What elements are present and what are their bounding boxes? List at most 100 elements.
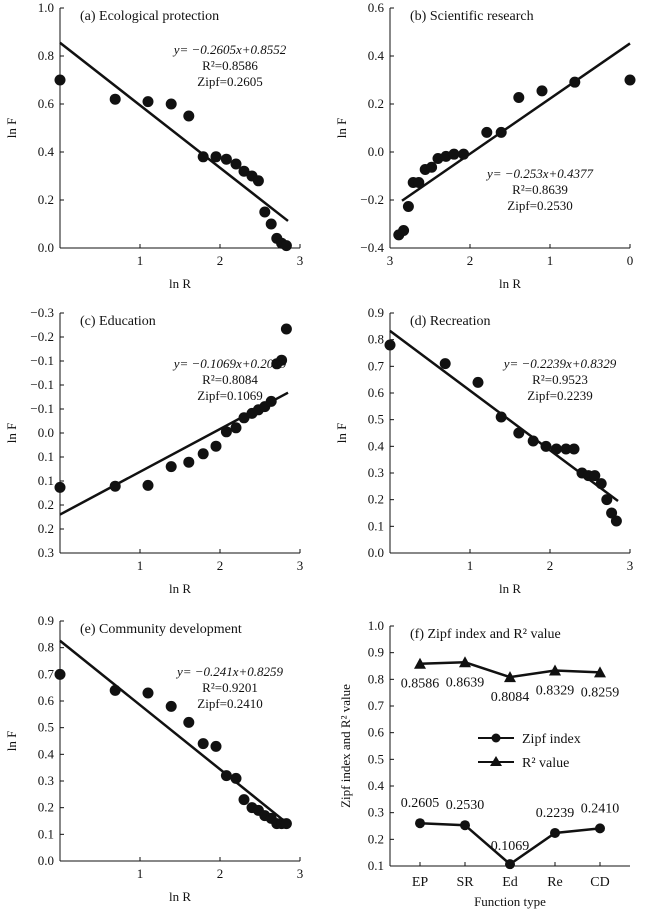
panel-title: (f) Zipf index and R² value — [410, 627, 561, 642]
y-tick-label: 0.8 — [38, 48, 54, 63]
data-point — [513, 91, 525, 103]
data-point — [413, 177, 425, 189]
data-point — [252, 175, 264, 187]
y-tick-label: 0.4 — [368, 438, 385, 453]
x-axis-label: ln R — [499, 581, 521, 596]
y-tick-label: 0.3 — [38, 545, 54, 560]
data-point — [504, 671, 516, 683]
x-tick-label: 2 — [217, 558, 224, 573]
y-tick-label: 0.3 — [38, 773, 54, 788]
data-label: 0.2410 — [581, 801, 620, 816]
data-point — [472, 376, 484, 388]
data-point — [210, 740, 222, 752]
data-point — [183, 456, 195, 468]
data-point — [560, 443, 572, 455]
data-label: 0.8586 — [401, 677, 440, 692]
data-point — [238, 165, 250, 177]
data-point — [606, 507, 618, 519]
x-tick-label: SR — [456, 875, 474, 890]
y-tick-label: 0.3 — [368, 805, 384, 820]
legend-marker — [490, 756, 502, 766]
y-tick-label: −0.1 — [30, 401, 54, 416]
data-label: 0.2530 — [446, 798, 485, 813]
data-point — [495, 411, 507, 423]
x-tick-label: 0 — [627, 253, 634, 268]
y-tick-label: 0.0 — [38, 425, 54, 440]
y-tick-label: 0.0 — [38, 240, 54, 255]
data-point — [280, 240, 292, 252]
data-point — [426, 161, 438, 173]
y-tick-label: 0.0 — [38, 853, 54, 868]
data-point — [142, 687, 154, 699]
y-axis-label: ln F — [334, 423, 349, 444]
x-tick-label: Ed — [502, 875, 518, 890]
data-point — [142, 479, 154, 491]
fit-annotation: Zipf=0.1069 — [197, 388, 262, 403]
fit-annotation: R²=0.9201 — [202, 680, 258, 695]
y-tick-label: 0.9 — [368, 305, 384, 320]
data-point — [398, 225, 410, 237]
data-point — [265, 395, 277, 407]
fit-annotation: Zipf=0.2239 — [527, 388, 592, 403]
panel-title: (c) Education — [80, 314, 156, 329]
x-tick-label: 2 — [217, 253, 224, 268]
panel-d: (d) Recreation 0.0 0.1 0.2 0.3 0.4 0.5 0.6 0.7 0.… — [334, 305, 633, 596]
data-point — [230, 422, 242, 434]
fit-line — [59, 41, 289, 222]
data-point — [458, 148, 470, 160]
data-label: 0.2605 — [401, 796, 440, 811]
y-tick-label: 0.8 — [368, 332, 384, 347]
data-point — [265, 218, 277, 230]
data-point — [549, 664, 561, 676]
panel-a: (a) Ecological protection 0.0 0.2 0.4 0.6 0.8… — [4, 0, 303, 291]
panel-b: (b) Scientific research −0.4 −0.2 0.0 0.2 0.4… — [334, 0, 636, 291]
fit-line — [59, 639, 289, 825]
legend-label: R² value — [522, 756, 569, 771]
fit-annotation: y= −0.1069x+0.2039 — [172, 356, 287, 371]
x-tick-label: 3 — [627, 558, 634, 573]
y-tick-label: 0.4 — [38, 144, 55, 159]
data-label: 0.1069 — [491, 839, 530, 854]
data-point — [568, 443, 580, 455]
fit-annotation: y= −0.2239x+0.8329 — [502, 356, 617, 371]
data-point — [220, 426, 232, 438]
data-point — [513, 427, 525, 439]
data-point — [109, 480, 121, 492]
data-point — [459, 656, 471, 668]
data-point — [54, 74, 66, 86]
data-point — [197, 738, 209, 750]
data-label: 0.8084 — [491, 690, 530, 705]
y-tick-label: 0.7 — [368, 698, 385, 713]
y-tick-label: 0.5 — [368, 412, 384, 427]
x-axis-label: ln R — [169, 889, 191, 904]
y-tick-label: −0.3 — [30, 305, 54, 320]
y-tick-label: −0.2 — [30, 329, 54, 344]
data-point — [230, 772, 242, 784]
data-point — [384, 339, 396, 351]
data-point — [230, 158, 242, 170]
panel-e: (e) Community development 0.0 0.1 0.2 0.3 0.4… — [4, 613, 303, 904]
x-tick-label: 1 — [547, 253, 554, 268]
y-tick-label: 0.2 — [38, 192, 54, 207]
y-tick-label: 0.6 — [368, 725, 385, 740]
y-tick-label: 0.0 — [368, 144, 384, 159]
fit-annotation: R²=0.9523 — [532, 372, 588, 387]
x-tick-label: Re — [547, 875, 563, 890]
y-tick-label: −0.2 — [360, 192, 384, 207]
data-point — [54, 668, 66, 680]
data-point — [624, 74, 636, 86]
y-tick-label: 0.1 — [38, 449, 54, 464]
y-tick-label: 0.7 — [368, 358, 385, 373]
x-tick-label: 3 — [297, 253, 304, 268]
y-axis-label: ln F — [4, 118, 19, 139]
data-point — [142, 96, 154, 108]
data-point — [54, 481, 66, 493]
y-tick-label: 0.0 — [368, 545, 384, 560]
panel-title: (b) Scientific research — [410, 9, 534, 24]
y-tick-label: 0.9 — [38, 613, 54, 628]
data-point — [594, 666, 606, 678]
y-tick-label: −0.4 — [360, 240, 384, 255]
y-axis-label: ln F — [4, 423, 19, 444]
data-point — [505, 859, 515, 870]
